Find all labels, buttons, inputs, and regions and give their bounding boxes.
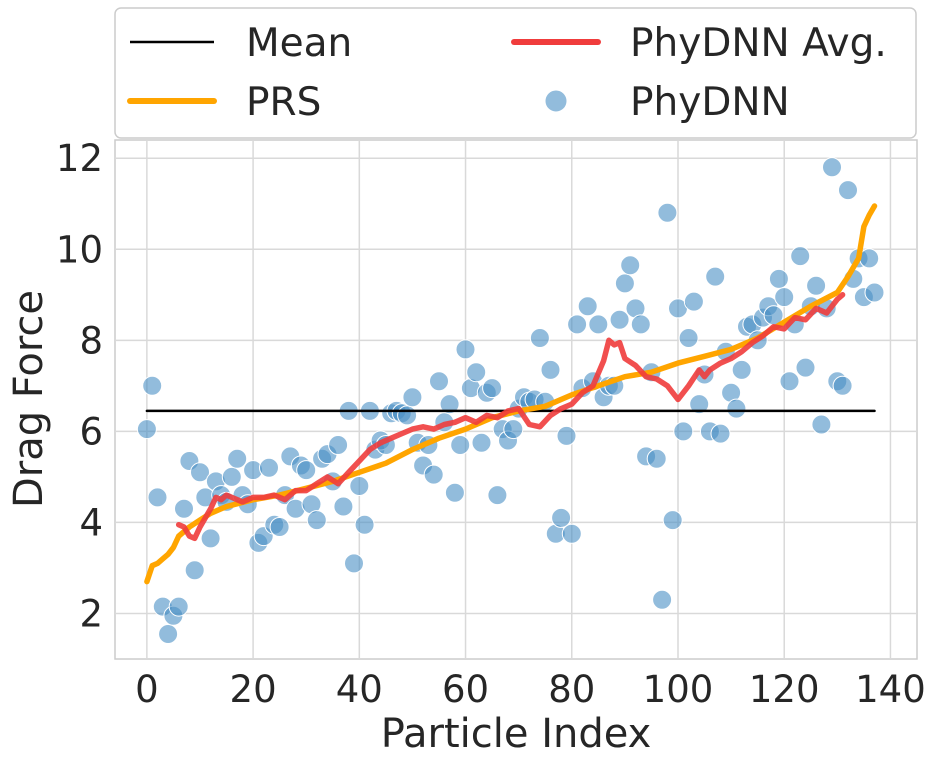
phydnn-point — [306, 510, 327, 531]
phydnn-point — [147, 487, 168, 508]
phydnn-point — [174, 498, 194, 519]
legend: Mean PhyDNN Avg. PRS PhyDNN — [114, 7, 917, 139]
phydnn-point — [344, 553, 364, 574]
phydnn-point — [540, 359, 561, 380]
phydnn-point — [158, 624, 179, 644]
x-tick-label: 80 — [548, 668, 595, 711]
phydnn-point — [588, 314, 609, 335]
phydnn-point — [795, 357, 816, 378]
phydnn-point — [269, 517, 290, 537]
x-tick-label: 140 — [855, 668, 926, 711]
x-tick-label: 60 — [442, 668, 489, 711]
phydnn-point — [790, 246, 811, 267]
phydnn-point — [838, 180, 858, 201]
phydnn-point — [561, 523, 582, 544]
phydnn-point — [221, 466, 242, 487]
x-tick-label: 0 — [135, 668, 159, 711]
phydnn-point — [652, 589, 673, 610]
phydnn-point — [142, 375, 163, 396]
phydnn-point — [689, 394, 710, 415]
phydnn-point — [779, 371, 800, 392]
phydnn-point — [678, 328, 699, 348]
x-tick-labels: 0 20 40 60 80 100 120 140 — [135, 668, 926, 711]
y-tick-label: 12 — [56, 137, 103, 180]
phydnn-point — [630, 314, 651, 335]
phydnn-point — [227, 448, 248, 469]
y-tick-labels: 2 4 6 8 10 12 — [56, 137, 103, 635]
phydnn-point — [397, 405, 418, 426]
y-tick-label: 4 — [79, 501, 103, 544]
phydnn-point — [296, 460, 317, 481]
phydnn-point — [168, 596, 189, 617]
phydnn-point — [450, 435, 471, 455]
legend-phydnn-avg-label: PhyDNN Avg. — [630, 21, 887, 66]
x-tick-label: 100 — [643, 668, 714, 711]
y-tick-label: 6 — [79, 410, 103, 453]
phydnn-point — [620, 255, 641, 276]
phydnn-point — [731, 359, 752, 380]
y-axis-title: Drag Force — [6, 290, 52, 508]
phydnn-point — [444, 482, 465, 503]
legend-mean-label: Mean — [246, 21, 352, 66]
y-tick-label: 8 — [79, 319, 103, 362]
legend-box — [114, 7, 917, 139]
phydnn-point — [184, 560, 205, 581]
phydnn-point — [482, 378, 503, 399]
phydnn-point — [471, 432, 492, 453]
phydnn-point — [768, 268, 789, 289]
series-layer — [136, 157, 885, 644]
phydnn-point — [822, 157, 842, 178]
phydnn-point — [429, 371, 449, 392]
phydnn-point — [349, 476, 370, 496]
phydnn-point — [811, 414, 832, 435]
phydnn-point — [864, 282, 885, 303]
phydnn-point — [609, 309, 630, 330]
phydnn-point — [832, 375, 853, 396]
phydnn-point — [646, 448, 667, 469]
legend-phydnn-label: PhyDNN — [630, 80, 790, 125]
phydnn-point — [657, 202, 678, 223]
phydnn-point — [328, 435, 349, 455]
phydnn-point — [683, 291, 704, 312]
phydnn-point — [503, 419, 524, 440]
phydnn-point — [726, 398, 747, 419]
x-axis-title: Particle Index — [381, 711, 652, 757]
phydnn-point — [423, 464, 444, 485]
phydnn-point — [190, 462, 210, 483]
x-tick-label: 20 — [230, 668, 277, 711]
phydnn-point — [136, 419, 157, 440]
phydnn-point — [333, 496, 354, 517]
phydnn-avg-line — [175, 292, 846, 542]
phydnn-point — [774, 287, 795, 308]
prs-line — [144, 203, 878, 585]
phydnn-point — [402, 387, 423, 408]
phydnn-point — [577, 296, 598, 317]
phydnn-point — [200, 528, 221, 549]
phydnn-point — [806, 275, 827, 296]
phydnn-point — [859, 248, 880, 269]
phydnn-point — [567, 314, 588, 335]
legend-prs-label: PRS — [246, 80, 321, 125]
phydnn-point — [551, 507, 572, 528]
y-tick-label: 10 — [56, 228, 103, 271]
phydnn-point — [455, 339, 476, 360]
phydnn-point — [354, 514, 375, 535]
phydnn-point — [710, 423, 731, 444]
phydnn-point — [673, 421, 694, 442]
legend-phydnn-marker — [544, 89, 568, 113]
phydnn-point — [556, 425, 577, 446]
phydnn-point — [487, 485, 508, 506]
phydnn-point — [705, 266, 726, 287]
y-tick-label: 2 — [79, 592, 103, 635]
phydnn-point — [529, 328, 550, 348]
x-tick-label: 120 — [749, 668, 820, 711]
phydnn-point — [259, 457, 279, 478]
phydnn-point — [466, 362, 487, 383]
grid — [115, 140, 917, 659]
phydnn-point — [662, 510, 683, 531]
phydnn-point — [439, 394, 460, 415]
x-tick-label: 40 — [336, 668, 383, 711]
phydnn-point — [614, 273, 635, 294]
